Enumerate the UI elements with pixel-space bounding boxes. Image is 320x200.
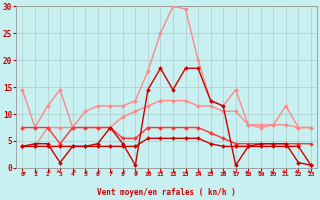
X-axis label: Vent moyen/en rafales ( kn/h ): Vent moyen/en rafales ( kn/h ) <box>97 188 236 197</box>
